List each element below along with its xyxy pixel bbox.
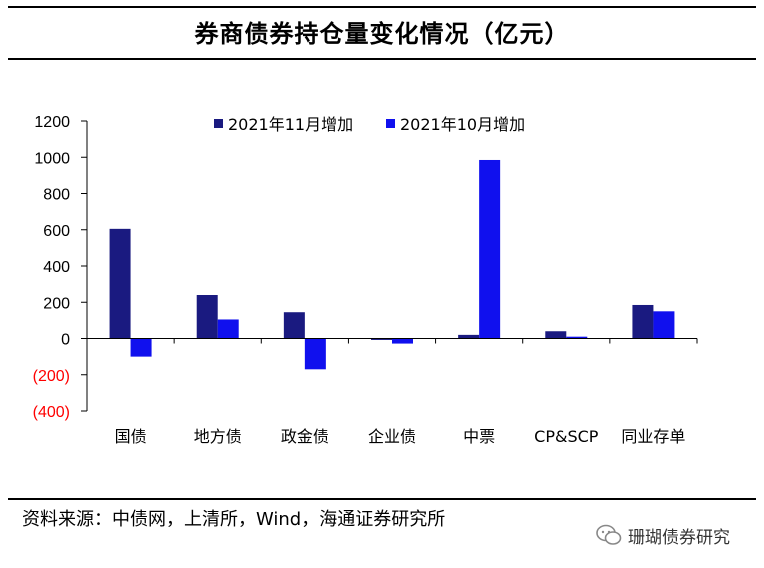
y-tick-label: 200 [43, 295, 70, 312]
title-rule [8, 58, 756, 60]
source-note: 资料来源：中债网，上清所，Wind，海通证券研究所 [22, 509, 446, 530]
y-tick-label: (200) [33, 368, 70, 385]
legend-label-1: 2021年10月增加 [400, 115, 525, 134]
bar-oct-4 [479, 159, 501, 339]
bar-nov-1 [196, 295, 218, 339]
y-tick-label: 1200 [34, 114, 70, 131]
bar-nov-2 [283, 312, 305, 339]
y-tick-label: 600 [43, 223, 70, 240]
bar-oct-2 [304, 338, 326, 370]
y-tick-label: 0 [61, 332, 70, 349]
bar-oct-3 [392, 338, 413, 344]
bar-oct-0 [130, 338, 152, 357]
bar-nov-4 [458, 334, 480, 339]
y-tick-label: 400 [43, 259, 70, 276]
legend-label-0: 2021年11月增加 [228, 115, 353, 134]
bar-chart: 1200 1000 800 600 400 200 0 (200) (400) 国债 地方债 政金债 企… [33, 114, 698, 446]
category-label: 同业存单 [621, 427, 685, 446]
bar-nov-0 [109, 228, 131, 339]
y-tick-label: 1000 [34, 150, 70, 167]
chart-title: 券商债券持仓量变化情况（亿元） [194, 20, 570, 48]
bar-oct-1 [217, 319, 239, 339]
category-label: 中票 [463, 427, 495, 446]
legend-swatch-1 [386, 119, 395, 128]
y-tick-label: 800 [43, 187, 70, 204]
legend-swatch-0 [214, 119, 223, 128]
y-tick-label: (400) [33, 404, 70, 421]
bar-nov-5 [545, 331, 567, 339]
bar-nov-6 [632, 304, 654, 339]
category-label: 地方债 [194, 427, 242, 446]
category-label: 政金债 [281, 427, 329, 446]
category-label: 国债 [115, 427, 147, 446]
watermark: 珊瑚债券研究 [596, 522, 730, 548]
top-rule [8, 6, 756, 8]
footer-rule [8, 498, 756, 500]
bar-nov-3 [371, 338, 392, 340]
category-label: CP&SCP [534, 427, 599, 446]
bar-oct-5 [566, 336, 588, 339]
watermark-text: 珊瑚债券研究 [628, 527, 730, 548]
wechat-icon [596, 524, 622, 545]
bar-oct-6 [653, 311, 675, 339]
category-label: 企业债 [368, 427, 416, 446]
